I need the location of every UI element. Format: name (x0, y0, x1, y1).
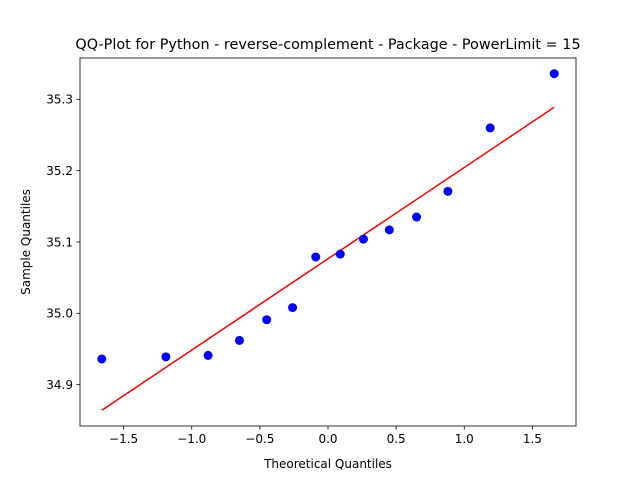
y-axis-label: Sample Quantiles (19, 189, 33, 295)
y-tick-label: 35.3 (46, 93, 73, 107)
data-point (288, 303, 298, 313)
x-tick-label: 0.5 (387, 432, 406, 446)
plot-frame (79, 57, 577, 427)
data-point (443, 186, 453, 196)
data-point (384, 225, 394, 235)
x-tick-label: −1.5 (109, 432, 138, 446)
data-point (203, 350, 213, 360)
x-tick-label: 0.0 (318, 432, 337, 446)
data-point (311, 252, 321, 262)
y-tick-label: 34.9 (46, 378, 73, 392)
x-tick-label: −0.5 (245, 432, 274, 446)
plot-area: −1.5 −1.0 −0.5 0.0 0.5 1.0 1.5 34.9 35.0 35.1 35.2… (46, 57, 577, 446)
data-point (335, 249, 345, 259)
data-point (262, 315, 272, 325)
x-tick-label: 1.0 (455, 432, 474, 446)
data-point (234, 335, 244, 345)
data-point (358, 234, 368, 244)
fit-line (101, 106, 555, 411)
x-axis-label: Theoretical Quantiles (263, 457, 392, 471)
data-point (97, 354, 107, 364)
chart-title: QQ-Plot for Python - reverse-complement … (75, 37, 580, 53)
x-tick-label: −1.0 (177, 432, 206, 446)
y-tick-label: 35.0 (46, 307, 73, 321)
data-point (412, 212, 422, 222)
data-point (549, 69, 559, 79)
data-point (161, 352, 171, 362)
y-tick-label: 35.1 (46, 235, 73, 249)
y-tick-label: 35.2 (46, 164, 73, 178)
x-tick-label: 1.5 (523, 432, 542, 446)
data-point (485, 123, 495, 133)
